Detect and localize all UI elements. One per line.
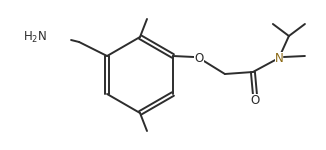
Text: O: O xyxy=(250,93,259,106)
Text: H$_2$N: H$_2$N xyxy=(23,29,47,45)
Text: N: N xyxy=(274,51,283,64)
Text: O: O xyxy=(194,51,203,64)
